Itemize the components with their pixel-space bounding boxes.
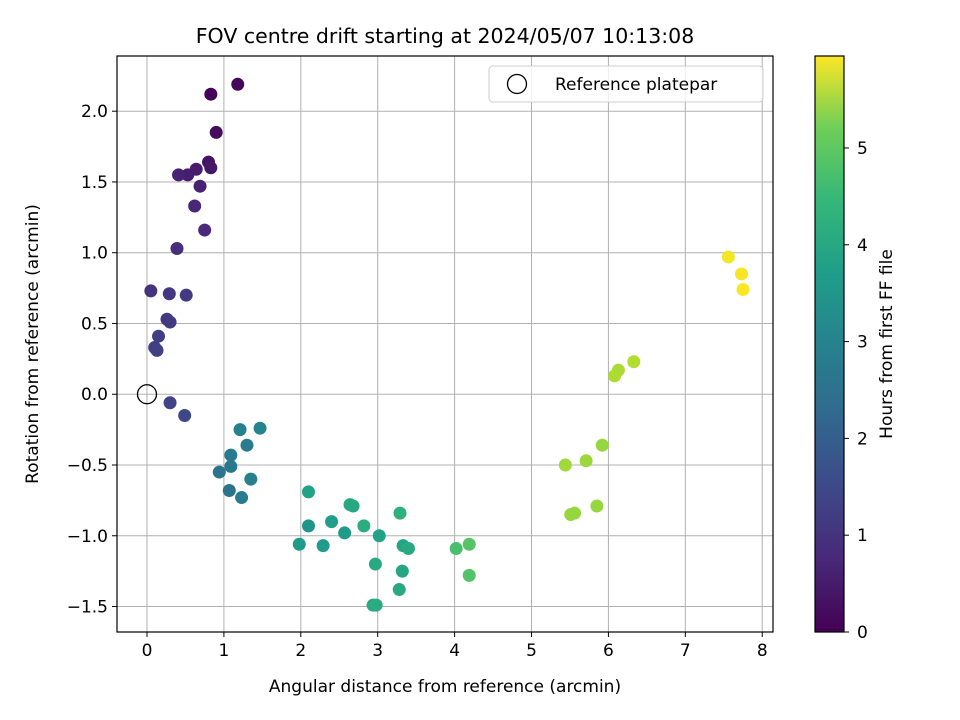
data-point [179,288,193,302]
y-tick-label: 1.0 [81,244,108,264]
data-point [395,564,409,578]
colorbar-tick-label: 5 [857,139,868,159]
data-point [212,465,226,479]
y-tick-label: −0.5 [67,456,108,476]
data-point [172,168,186,182]
data-point [449,542,463,556]
y-tick-label: 0.5 [81,314,108,334]
data-point [162,287,176,301]
data-point [611,363,625,377]
data-point [734,267,748,281]
chart-title: FOV centre drift starting at 2024/05/07 … [196,24,695,48]
colorbar-label: Hours from first FF file [877,249,897,439]
plot-frame [116,55,774,633]
y-axis-label: Rotation from reference (arcmin) [23,204,43,484]
data-point [181,168,195,182]
data-point [163,315,177,329]
colorbar-tick-label: 3 [857,333,868,353]
data-point [170,241,184,255]
x-axis-label: Angular distance from reference (arcmin) [269,677,621,697]
legend-box [488,65,764,103]
data-point [301,485,315,499]
data-point [462,537,476,551]
data-point [579,454,593,468]
data-point [590,499,604,513]
x-tick-label: 3 [372,641,383,661]
colorbar: 0 1 2 3 4 5 Hours from first FF file [814,55,897,643]
x-tick-label: 1 [218,641,229,661]
y-tick-label: 0.0 [81,385,108,405]
data-point [231,77,245,91]
x-tick-label: 5 [526,641,537,661]
data-point [198,223,212,237]
data-point [233,423,247,437]
colorbar-tick-label: 1 [857,526,868,546]
colorbar-tick-label: 2 [857,429,868,449]
data-point [178,408,192,422]
data-point [627,355,641,369]
data-point [301,519,315,533]
data-point [316,539,330,553]
y-tick-label: −1.0 [67,527,108,547]
x-tick-label: 7 [680,641,691,661]
data-point [188,199,202,213]
legend: Reference platepar [488,65,764,103]
data-point [224,448,238,462]
data-point [193,179,207,193]
data-point [325,515,339,529]
reference-point-layer [136,384,158,405]
data-point [209,125,223,139]
data-point [346,499,360,513]
data-point [392,583,406,597]
colorbar-ticks: 0 1 2 3 4 5 [844,139,868,643]
grid-lines [117,56,773,632]
x-tick-label: 8 [757,641,768,661]
data-point [292,537,306,551]
y-tick-label: −1.5 [67,598,108,618]
data-point [721,250,735,264]
data-point [222,483,236,497]
data-point [368,557,382,571]
data-point [235,491,249,505]
data-point [253,421,267,435]
data-point [144,284,158,298]
legend-label-reference: Reference platepar [555,75,717,95]
y-tick-label: 2.0 [81,102,108,122]
data-point [401,542,415,556]
data-point [244,472,258,486]
data-point [163,396,177,410]
colorbar-frame [814,55,845,633]
data-point [372,529,386,543]
data-point [393,506,407,520]
scatter-points [144,77,750,612]
data-point [240,438,254,452]
legend-marker-reference [506,73,528,95]
data-point [152,329,166,343]
reference-point-marker [136,384,158,405]
y-tick-label: 1.5 [81,173,108,193]
x-tick-label: 2 [295,641,306,661]
colorbar-gradient [815,56,844,632]
data-point [568,506,582,520]
data-point [357,519,371,533]
data-point [204,161,218,175]
data-point [462,568,476,582]
data-point [204,87,218,101]
x-tick-label: 4 [449,641,460,661]
y-axis-ticks: −1.5 −1.0 −0.5 0.0 0.5 1.0 1.5 2.0 [67,102,117,618]
data-point [150,343,164,357]
data-point [736,283,750,297]
x-tick-label: 0 [142,641,153,661]
x-axis-ticks: 0 1 2 3 4 5 6 7 8 [142,632,768,661]
data-point [369,598,383,612]
data-point [224,459,238,473]
colorbar-tick-label: 0 [857,623,868,643]
data-point [558,458,572,472]
data-point [338,526,352,540]
data-point [595,438,609,452]
colorbar-tick-label: 4 [857,236,868,256]
x-tick-label: 6 [603,641,614,661]
